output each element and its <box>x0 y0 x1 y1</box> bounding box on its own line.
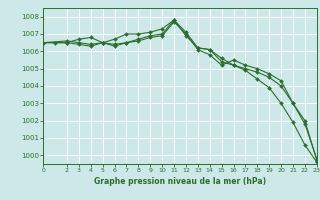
X-axis label: Graphe pression niveau de la mer (hPa): Graphe pression niveau de la mer (hPa) <box>94 177 266 186</box>
